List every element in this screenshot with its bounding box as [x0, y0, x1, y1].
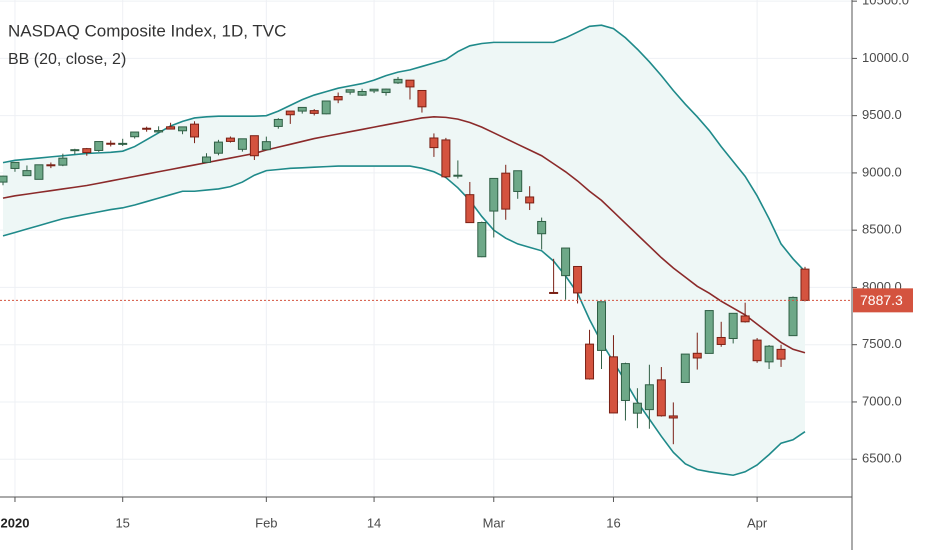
last-price-label: 7887.3 [860, 292, 903, 308]
candle-body [513, 170, 523, 192]
candle-body [166, 126, 176, 130]
candle-body [285, 110, 295, 116]
candle-body [597, 301, 606, 351]
candle-body [644, 384, 654, 411]
candle-body [190, 123, 200, 138]
candle-body [369, 88, 379, 92]
candle-body [704, 310, 714, 354]
indicator-label: BB (20, close, 2) [8, 51, 126, 68]
x-tick-label: Feb [255, 515, 277, 530]
candle-body [22, 170, 32, 177]
candle-body [608, 356, 618, 414]
candle-body [309, 110, 319, 114]
y-tick-label: 9500.0 [862, 107, 902, 122]
candle-body [752, 339, 762, 362]
last-price-box [853, 288, 913, 313]
candle-body [118, 142, 128, 145]
candle-body [225, 137, 235, 142]
candle-body [393, 78, 403, 84]
candle-body [489, 177, 499, 212]
y-tick-label: 10500.0 [862, 0, 909, 8]
candle-body [249, 135, 259, 157]
candle-body [585, 343, 595, 380]
candle-body [740, 315, 750, 323]
candle-body [441, 139, 451, 178]
candle-body [465, 194, 475, 224]
candle-body [537, 220, 547, 235]
x-tick-label: 2020 [1, 515, 30, 530]
candle-body [130, 131, 140, 138]
candle-body [213, 141, 223, 154]
y-tick-label: 10000.0 [862, 50, 909, 65]
candle-body [70, 149, 80, 152]
candle-body [345, 89, 355, 93]
x-tick-label: Mar [483, 515, 506, 530]
candle-body [573, 265, 583, 294]
candle-body [417, 89, 427, 108]
x-tick-label: 15 [115, 515, 129, 530]
chart-title: NASDAQ Composite Index, 1D, TVC [8, 21, 286, 40]
bb-line [2, 24, 806, 272]
candle-body [453, 174, 463, 177]
candle-body [477, 222, 487, 258]
candle-body [680, 353, 690, 383]
candle-body [0, 175, 8, 183]
x-tick-label: Apr [747, 515, 768, 530]
candle-body [357, 90, 367, 96]
candle-body [34, 164, 44, 180]
candle-body [10, 161, 20, 169]
candle-body [297, 106, 307, 112]
candle-body [82, 148, 92, 154]
candle-body [692, 352, 702, 359]
candle-body [620, 363, 630, 401]
axes: 6500.07000.07500.08000.08500.09000.09500… [1, 0, 913, 530]
y-tick-label: 7500.0 [862, 336, 902, 351]
candle-body [764, 345, 774, 363]
candle-body [154, 130, 164, 133]
candle-body [525, 196, 535, 204]
candle-body [201, 156, 211, 163]
candle-body [273, 118, 283, 127]
candle-body [106, 142, 116, 145]
x-tick-label: 16 [606, 515, 620, 530]
candle-body [261, 141, 271, 151]
candle-body [321, 100, 331, 115]
candle-body [728, 312, 738, 340]
candle-body [381, 88, 391, 94]
candle-body [632, 402, 642, 414]
candle-body [561, 247, 571, 277]
candle-body [237, 138, 247, 150]
candle-body [142, 127, 152, 130]
candle-body [405, 79, 415, 88]
bb-line [2, 165, 806, 477]
y-tick-label: 9000.0 [862, 164, 902, 179]
bb-line [2, 116, 806, 354]
candle-body [788, 296, 798, 337]
candle-body [429, 137, 439, 149]
candle-body [94, 141, 104, 151]
candle-body [178, 126, 188, 132]
y-tick-label: 7000.0 [862, 393, 902, 408]
candle-body [549, 291, 559, 294]
candle-body [656, 379, 666, 417]
y-tick-label: 6500.0 [862, 451, 902, 466]
y-tick-label: 8500.0 [862, 222, 902, 237]
candle-body [46, 164, 56, 167]
x-tick-label: 14 [367, 515, 381, 530]
candle-body [501, 172, 511, 210]
candle-body [333, 96, 343, 101]
candle-body [800, 268, 810, 301]
candle-body [716, 336, 726, 345]
band-fill [3, 25, 805, 476]
candle-body [668, 415, 678, 419]
plot [0, 24, 852, 477]
candle-body [776, 348, 786, 360]
candle-body [58, 157, 68, 166]
